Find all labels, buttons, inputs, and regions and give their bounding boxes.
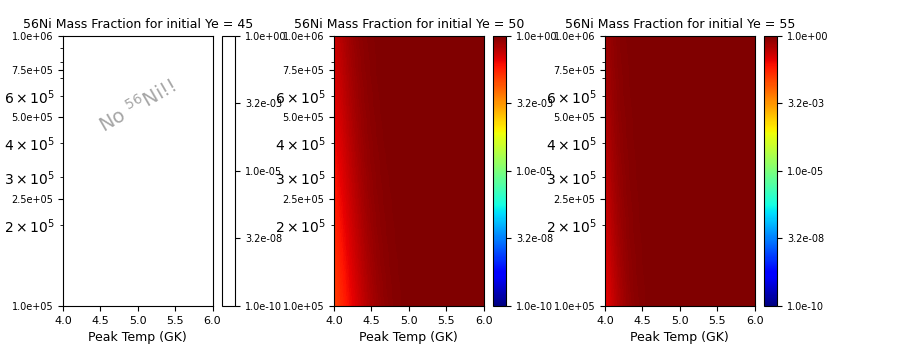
X-axis label: Peak Temp (GK): Peak Temp (GK) [88, 331, 187, 344]
Title: 56Ni Mass Fraction for initial Ye = 45: 56Ni Mass Fraction for initial Ye = 45 [22, 18, 253, 31]
Title: 56Ni Mass Fraction for initial Ye = 55: 56Ni Mass Fraction for initial Ye = 55 [564, 18, 795, 31]
Title: 56Ni Mass Fraction for initial Ye = 50: 56Ni Mass Fraction for initial Ye = 50 [293, 18, 524, 31]
Text: No $^{56}$Ni!!: No $^{56}$Ni!! [95, 75, 180, 137]
X-axis label: Peak Temp (GK): Peak Temp (GK) [631, 331, 729, 344]
X-axis label: Peak Temp (GK): Peak Temp (GK) [359, 331, 458, 344]
